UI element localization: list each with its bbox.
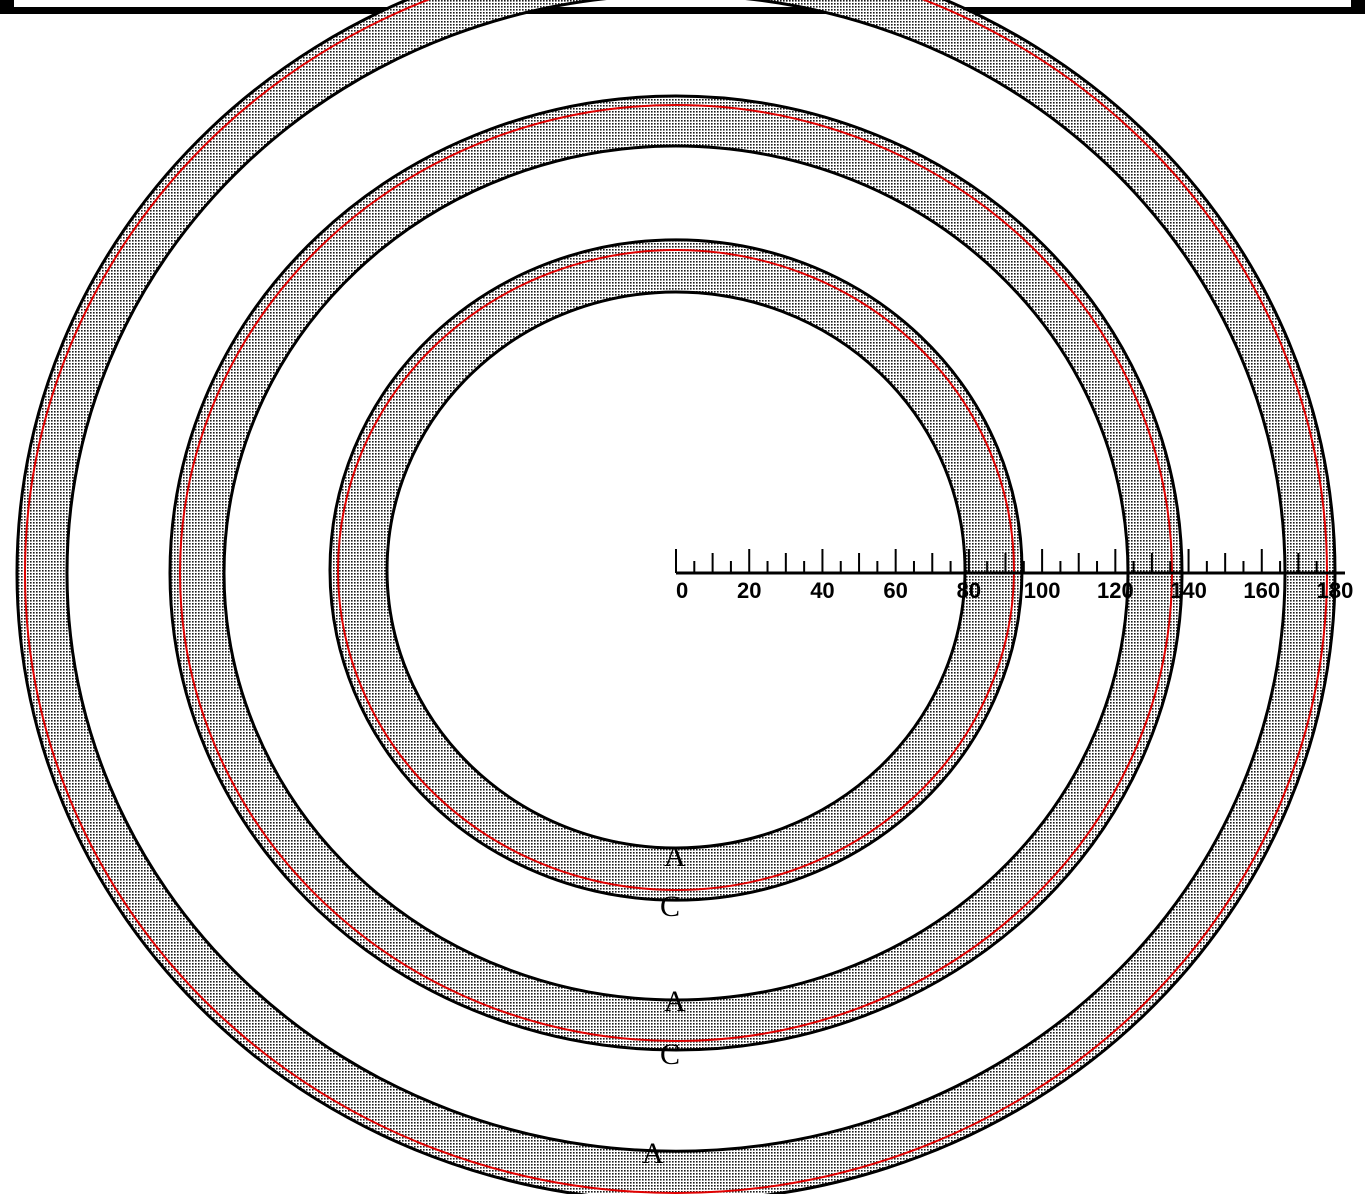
inner-ring-label-c: C bbox=[660, 890, 680, 923]
scale-tick-label: 140 bbox=[1170, 578, 1207, 603]
ring-labels: A C A C A bbox=[642, 840, 686, 1170]
scale-tick-label: 20 bbox=[737, 578, 761, 603]
scale-tick-label: 180 bbox=[1317, 578, 1354, 603]
scale-tick-label: 100 bbox=[1024, 578, 1061, 603]
middle-ring-label-c: C bbox=[660, 1038, 680, 1071]
inner-ring-center-line bbox=[337, 249, 1015, 891]
scale-tick-labels: 0 20 40 60 80 100 120 140 160 180 bbox=[676, 578, 1353, 603]
scale-tick-label: 40 bbox=[810, 578, 834, 603]
inner-ring-band bbox=[328, 238, 1024, 902]
middle-ring-label-a: A bbox=[664, 985, 686, 1018]
inner-ring bbox=[328, 238, 1024, 902]
top-frame bbox=[0, 0, 1365, 14]
scale-tick-label: 120 bbox=[1097, 578, 1134, 603]
scale-bar: 0 20 40 60 80 100 120 140 160 180 bbox=[675, 549, 1353, 603]
scale-tick-label: 80 bbox=[957, 578, 981, 603]
scale-tick-label: 160 bbox=[1243, 578, 1280, 603]
inner-ring-label-a: A bbox=[664, 840, 686, 873]
scale-tick-label: 60 bbox=[883, 578, 907, 603]
scale-ticks bbox=[675, 549, 1336, 573]
outer-ring-label-a: A bbox=[642, 1137, 664, 1170]
scale-tick-label: 0 bbox=[676, 578, 688, 603]
